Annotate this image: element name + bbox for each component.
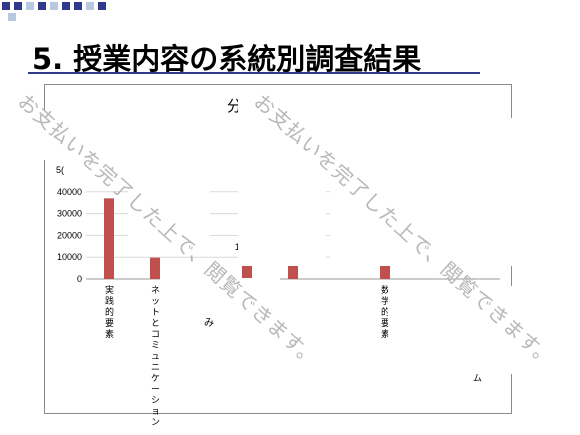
overlay-white-2 [128, 130, 210, 248]
category-label-char: 素 [105, 328, 114, 340]
category-label-char: 実 [105, 284, 114, 296]
category-label-char: 要 [381, 318, 390, 329]
bar-4 [288, 259, 298, 279]
y-tick-label-4: 40000 [57, 187, 82, 197]
category-label-char: ム [473, 373, 482, 384]
overlay-white-3 [160, 278, 280, 366]
y-tick-label-2: 20000 [57, 230, 82, 240]
bar-1 [150, 257, 160, 279]
category-label-char: 的 [381, 306, 390, 318]
slide-title: 5. 授業内容の系統別調査結果 [32, 42, 422, 76]
slide-corner-decoration [0, 0, 120, 24]
category-label-char: ニ [151, 363, 160, 373]
category-label-char: 数 [381, 284, 390, 296]
category-label-char: ー [151, 385, 160, 395]
category-label-char: コ [151, 330, 160, 340]
category-label-char: ト [151, 308, 160, 318]
category-label-char: ミ [151, 341, 160, 351]
overlay-white-7 [38, 110, 78, 160]
y-axis-top-partial: 5( [56, 165, 64, 175]
category-label-char: 的 [105, 306, 114, 318]
category-label-char: ン [151, 418, 160, 428]
category-label-char: 学 [381, 295, 390, 307]
title-rule [28, 72, 480, 74]
overlay-white-6 [388, 286, 518, 374]
category-label-char: ョ [151, 407, 160, 417]
y-tick-label-1: 10000 [57, 252, 82, 262]
bar-0 [104, 198, 114, 279]
category-label-char: ネ [151, 285, 160, 296]
overlay-white-5 [268, 282, 316, 382]
y-tick-label-3: 30000 [57, 209, 82, 219]
y-tick-label-0: 0 [77, 274, 82, 284]
overlay-white-1 [238, 88, 326, 266]
category-label-char: と [151, 318, 160, 329]
bar-6 [380, 259, 390, 279]
bar-3 [242, 253, 252, 279]
category-label-char: シ [151, 396, 160, 406]
category-label-char: 践 [105, 295, 114, 307]
category-label-char: ケ [151, 373, 160, 384]
overlay-white-4 [330, 118, 514, 266]
category-label-char: ッ [151, 297, 160, 307]
category-label-char: 素 [381, 328, 390, 340]
category-label-char: 要 [105, 318, 114, 329]
label-fragment: み [204, 318, 214, 329]
category-label-char: ュ [151, 352, 160, 362]
